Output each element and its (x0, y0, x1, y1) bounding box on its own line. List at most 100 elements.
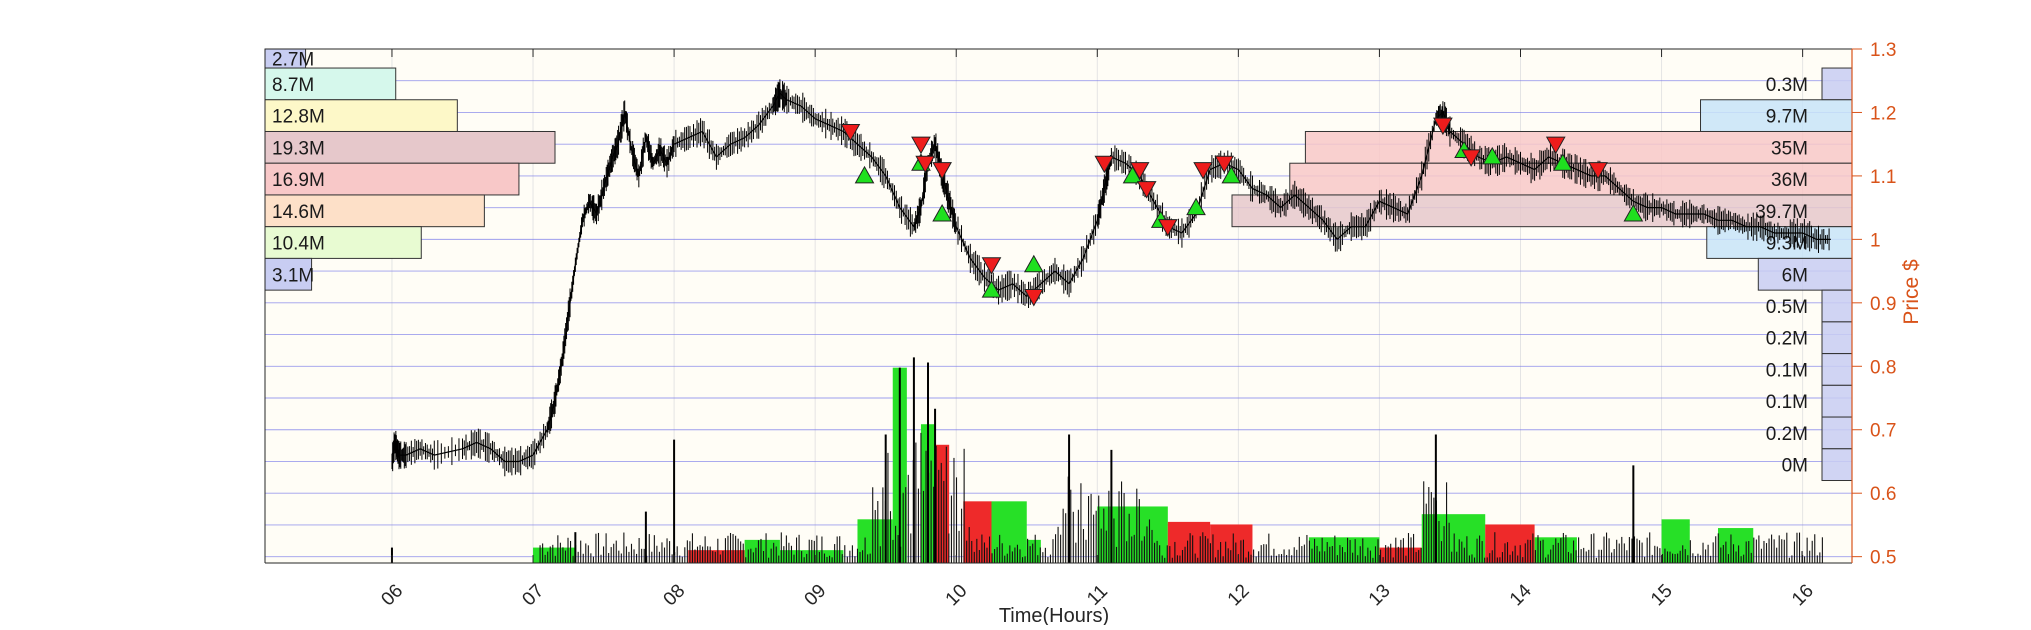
volume-profile-left: 2.7M 8.7M 12.8M 19.3M 16.9M 14.6M 10.4M 3.1M (264, 48, 556, 291)
y-tick-label: 0.6 (1870, 484, 1896, 505)
buy-marker (854, 165, 875, 184)
profile-bar-right (1821, 353, 1853, 386)
plot-background (265, 49, 1852, 563)
volume-block (744, 539, 780, 563)
sell-marker (981, 257, 1002, 275)
sell-marker (911, 136, 931, 155)
buy-marker (1186, 197, 1206, 216)
x-tick-label: 10 (942, 580, 972, 610)
profile-bar-left (264, 67, 397, 101)
volume-profile-right: 0.3M9.7M35M36M39.7M9.3M6M0.5M0.2M0.1M0.1… (1231, 67, 1853, 482)
buy-marker (1023, 254, 1044, 273)
profile-bar-left (264, 194, 485, 228)
volume-bars (390, 357, 1823, 563)
profile-label-right: 35M (1771, 138, 1808, 159)
profile-bar-left (264, 162, 520, 196)
profile-bar-right (1821, 416, 1853, 450)
grid-lines (265, 48, 1852, 563)
x-tick-label: 08 (660, 580, 690, 610)
volume-block (688, 550, 745, 563)
buy-marker (1221, 165, 1242, 184)
buy-marker (1482, 146, 1503, 165)
profile-bar-right (1821, 321, 1853, 355)
profile-label-left: 12.8M (272, 107, 325, 128)
profile-label-right: 0.3M (1766, 75, 1808, 96)
sell-marker (1545, 136, 1566, 155)
sell-marker (1157, 219, 1178, 237)
y-tick-label: 0.5 (1870, 548, 1896, 569)
x-axis-title: Time(Hours) (999, 605, 1109, 625)
profile-bar-right (1231, 194, 1853, 228)
buy-marker (981, 280, 1002, 298)
x-tick-label: 07 (518, 580, 548, 610)
x-tick-label: 13 (1365, 580, 1395, 610)
profile-bar-left (264, 226, 422, 259)
profile-bar-right (1821, 67, 1853, 101)
y-tick-label: 0.9 (1870, 294, 1896, 315)
profile-bar-left (264, 99, 458, 132)
profile-label-right: 0.1M (1766, 392, 1808, 413)
profile-label-left: 8.7M (272, 75, 314, 96)
trade-markers (840, 117, 1644, 307)
y-tick-label: 0.7 (1870, 421, 1896, 442)
y-tick-label: 1.2 (1870, 103, 1896, 124)
sell-marker (1023, 288, 1044, 307)
sell-marker (932, 162, 952, 180)
volume-block (1167, 521, 1211, 563)
x-tick-label: 16 (1788, 580, 1818, 610)
buy-marker (1552, 153, 1573, 171)
profile-label-left: 19.3M (272, 138, 325, 159)
profile-label-left: 10.4M (272, 234, 325, 255)
profile-label-right: 0.2M (1766, 424, 1808, 445)
sell-marker (915, 155, 936, 174)
profile-label-right: 6M (1782, 265, 1808, 286)
profile-bar-right (1304, 130, 1853, 164)
volume-block (1421, 514, 1486, 563)
volume-block (1210, 524, 1253, 563)
volume-block (533, 547, 576, 563)
sell-marker (1588, 162, 1608, 180)
y-tick-label: 1.1 (1870, 167, 1896, 188)
profile-label-left: 16.9M (272, 170, 325, 191)
profile-label-right: 9.7M (1766, 107, 1808, 128)
sell-marker (1094, 155, 1115, 174)
y-tick-label: 1 (1870, 230, 1881, 251)
profile-label-left: 2.7M (272, 50, 314, 71)
x-tick-label: 06 (377, 580, 407, 610)
sell-marker (1129, 162, 1150, 180)
profile-label-right: 0M (1782, 456, 1808, 477)
y-tick-label: 1.3 (1870, 40, 1896, 61)
profile-label-right: 36M (1771, 170, 1808, 191)
profile-label-right: 0.1M (1766, 360, 1808, 381)
sell-marker (1461, 149, 1481, 167)
y-tick-label: 0.8 (1870, 357, 1896, 378)
y-axis-title: Price $ (1900, 259, 1923, 325)
buy-marker (1623, 203, 1644, 222)
profile-bar-left (264, 130, 556, 164)
profile-bar-right (1821, 289, 1853, 323)
sell-marker (1136, 181, 1157, 199)
volume-block (935, 444, 950, 563)
profile-bar-right (1821, 448, 1853, 482)
x-tick-label: 09 (801, 580, 831, 610)
buy-marker (932, 203, 952, 222)
profile-label-right: 0.5M (1766, 297, 1808, 318)
profile-label-left: 3.1M (272, 265, 314, 286)
x-tick-label: 14 (1506, 580, 1536, 610)
sell-marker (1433, 117, 1453, 136)
price-series (391, 79, 1831, 477)
sell-marker (1214, 155, 1235, 174)
profile-bar-right (1757, 257, 1853, 291)
x-tick-label: 15 (1647, 580, 1677, 610)
profile-label-right: 0.2M (1766, 329, 1808, 350)
x-tick-label: 12 (1224, 580, 1254, 610)
profile-label-right: 39.7M (1755, 202, 1808, 223)
profile-bar-left (264, 257, 313, 291)
profile-label-left: 14.6M (272, 202, 325, 223)
sell-marker (840, 123, 861, 142)
sell-marker (1193, 162, 1213, 180)
profile-bar-right (1821, 384, 1853, 418)
volume-block (1026, 539, 1041, 563)
